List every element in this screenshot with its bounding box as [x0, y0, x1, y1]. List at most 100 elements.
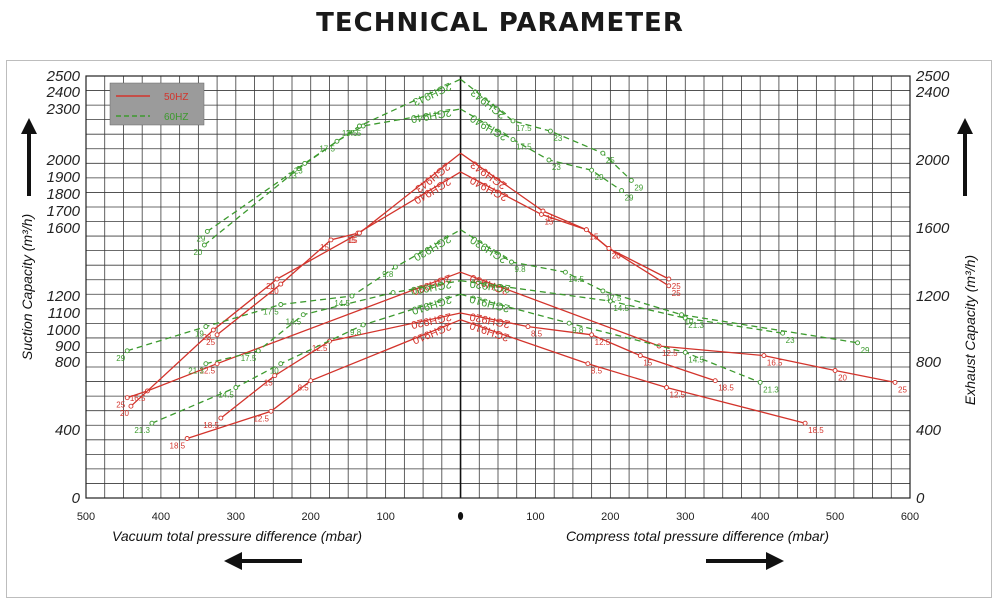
series-line-2gh930-60hz-vacuum: [127, 229, 461, 352]
data-point: [562, 269, 568, 275]
data-point-label: 29: [861, 346, 870, 355]
data-point-label: 20: [270, 287, 279, 296]
data-point-label: 21.3: [763, 385, 779, 394]
x-tick-label: 500: [77, 511, 95, 523]
page-title: TECHNICAL PARAMETER: [316, 8, 684, 38]
data-point-label: 16.5: [767, 359, 783, 368]
y-tick-label-left: 1900: [47, 169, 81, 186]
data-point-label: 29: [625, 194, 634, 203]
data-point: [600, 288, 606, 294]
data-point-label: 20: [612, 251, 621, 260]
x-tick-zero-mark: [457, 512, 464, 520]
data-point: [268, 408, 274, 414]
x-tick-label: 300: [676, 511, 694, 523]
data-point-label: 14.5: [218, 391, 234, 400]
series-line-2gh930-50hz-vacuum: [126, 271, 461, 399]
x-tick-label: 100: [526, 511, 544, 523]
data-point: [214, 332, 220, 338]
data-point-label: 25: [116, 401, 125, 410]
y-tick-label-left: 1100: [48, 305, 81, 322]
y-tick-label-right: 1600: [916, 220, 950, 237]
data-point-label: 15: [320, 243, 329, 252]
data-point-label: 15: [347, 236, 356, 245]
data-point-label: 12.5: [595, 338, 611, 347]
legend-label-60hz: 60HZ: [164, 112, 188, 123]
up-arrow-right-icon: [957, 118, 973, 196]
series-line-2gh943-60hz-vacuum: [206, 78, 461, 232]
series-name-label: 2GH930: [468, 233, 509, 265]
series-name-label: 2GH920: [469, 277, 511, 294]
data-point-label: 23: [294, 166, 303, 175]
data-point: [780, 330, 786, 336]
data-point: [300, 312, 306, 318]
y-tick-label-left: 800: [55, 354, 81, 371]
data-point: [392, 264, 398, 270]
data-point: [547, 128, 553, 134]
data-point-label: 23: [552, 163, 561, 172]
data-point-label: 17.5: [319, 144, 335, 153]
y-tick-label-right: 2400: [915, 84, 950, 101]
data-point: [600, 150, 606, 156]
data-point: [546, 157, 552, 163]
y-tick-label-left: 2400: [46, 84, 81, 101]
y-tick-label-right: 2500: [915, 68, 950, 85]
data-point-label: 9.8: [350, 328, 362, 337]
data-point: [525, 324, 531, 330]
data-point-label: 15: [349, 236, 358, 245]
legend-label-50hz: 50HZ: [164, 92, 188, 103]
data-point: [509, 259, 514, 265]
data-point: [540, 208, 546, 214]
data-point-label: 17.5: [606, 294, 622, 303]
data-point: [712, 378, 718, 384]
series-line-2gh910-60hz-compress: [460, 293, 761, 384]
chart-frame: [6, 60, 992, 598]
series-line-2gh930-60hz-compress: [460, 229, 858, 344]
data-point: [606, 245, 612, 251]
data-point-label: 23: [786, 336, 795, 345]
data-point: [128, 403, 134, 409]
y-tick-label-right: 1200: [916, 288, 950, 305]
series-line-2gh910-50hz-compress: [460, 319, 806, 424]
data-point-label: 12.5: [670, 391, 686, 400]
series-name-label: 2GH930: [411, 232, 453, 263]
y-tick-label-left: 1700: [47, 203, 81, 220]
data-point: [124, 348, 130, 354]
y-axis-title-right: Exhaust Capacity (m³/h): [962, 255, 978, 405]
data-point-label: 18.5: [718, 384, 734, 393]
data-point: [328, 237, 334, 243]
y-tick-label-right: 800: [916, 354, 942, 371]
data-point-label: 14.5: [568, 275, 584, 284]
data-point: [302, 160, 308, 166]
data-point: [628, 177, 634, 183]
data-point-label: 15: [264, 379, 273, 388]
data-point-label: 8.5: [531, 330, 543, 339]
data-point-label: 16.5: [130, 394, 146, 403]
data-point-label: 14.5: [688, 355, 704, 364]
data-point: [308, 378, 314, 384]
series-name-label: 2GH943: [411, 80, 453, 108]
data-point-label: 12.5: [253, 414, 269, 423]
data-point: [757, 379, 763, 385]
data-point-label: 21.3: [688, 321, 704, 330]
y-tick-label-left: 2000: [46, 152, 81, 169]
data-point-label: 18.5: [808, 426, 824, 435]
y-tick-label-left: 1600: [47, 220, 81, 237]
data-point-label: 18.5: [203, 421, 219, 430]
right-arrow-icon: [706, 552, 784, 570]
data-point-label: 29: [595, 173, 604, 182]
data-point-label: 15: [643, 359, 652, 368]
data-point-label: 23: [288, 172, 297, 181]
data-point: [278, 281, 284, 287]
data-point: [272, 373, 278, 379]
data-point: [566, 320, 572, 326]
data-point-label: 29: [196, 234, 205, 243]
data-point-label: 10: [685, 318, 694, 327]
data-point: [637, 353, 643, 359]
data-point-label: 8.5: [298, 384, 310, 393]
data-point: [203, 324, 209, 330]
legend-box: [109, 82, 205, 126]
data-point: [892, 379, 898, 385]
y-tick-label-left: 0: [72, 490, 81, 507]
data-point: [607, 298, 613, 304]
data-point: [356, 230, 362, 236]
